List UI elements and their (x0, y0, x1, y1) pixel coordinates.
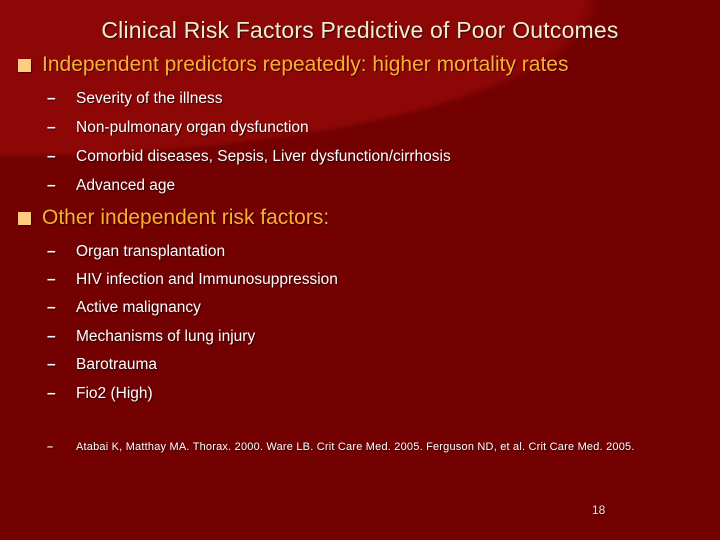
list-item-label: HIV infection and Immunosuppression (76, 271, 338, 288)
list-item: – HIV infection and Immunosuppression (47, 271, 707, 289)
list-item: – Mechanisms of lung injury (47, 328, 707, 346)
dash-bullet-icon: – (47, 385, 56, 402)
list-item: – Non-pulmonary organ dysfunction (47, 119, 707, 137)
bullet-heading-other-risk-factors: Other independent risk factors: (18, 206, 708, 230)
list-item: – Severity of the illness (47, 90, 707, 108)
list-item-label: Advanced age (76, 177, 176, 194)
dash-bullet-icon: – (47, 119, 56, 136)
dash-bullet-icon: – (47, 356, 56, 373)
dash-bullet-icon: – (47, 441, 54, 453)
list-item-label: Non-pulmonary organ dysfunction (76, 119, 309, 136)
list-item-label: Organ transplantation (76, 243, 226, 260)
dash-bullet-icon: – (47, 299, 56, 316)
citation-row: – Atabai K, Matthay MA. Thorax. 2000. Wa… (47, 441, 707, 453)
list-item: – Active malignancy (47, 299, 707, 317)
citation: Atabai K, Matthay MA. Thorax. 2000. Ware… (76, 441, 635, 453)
dash-bullet-icon: – (47, 148, 56, 165)
list-item-label: Severity of the illness (76, 90, 223, 107)
list-item-label: Fio2 (High) (76, 385, 153, 402)
list-item-label: Comorbid diseases, Sepsis, Liver dysfunc… (76, 148, 451, 165)
list-item-label: Barotrauma (76, 356, 157, 373)
list-item: – Fio2 (High) (47, 385, 707, 403)
dash-bullet-icon: – (47, 177, 56, 194)
bullet-heading-label: Other independent risk factors: (42, 206, 330, 229)
list-item: – Barotrauma (47, 356, 707, 374)
list-item: – Advanced age (47, 177, 707, 195)
bullet-heading-label: Independent predictors repeatedly: highe… (42, 53, 569, 76)
dash-bullet-icon: – (47, 243, 56, 260)
list-item: – Comorbid diseases, Sepsis, Liver dysfu… (47, 148, 707, 166)
page-number: 18 (592, 503, 606, 517)
bullet-heading-independent-predictors: Independent predictors repeatedly: highe… (18, 53, 708, 77)
dash-bullet-icon: – (47, 328, 56, 345)
list-item: – Organ transplantation (47, 243, 707, 261)
dash-bullet-icon: – (47, 90, 56, 107)
list-item-label: Active malignancy (76, 299, 201, 316)
list-item-label: Mechanisms of lung injury (76, 328, 256, 345)
slide-title: Clinical Risk Factors Predictive of Poor… (101, 17, 619, 43)
square-bullet-icon (18, 212, 31, 225)
dash-bullet-icon: – (47, 271, 56, 288)
square-bullet-icon (18, 59, 31, 72)
